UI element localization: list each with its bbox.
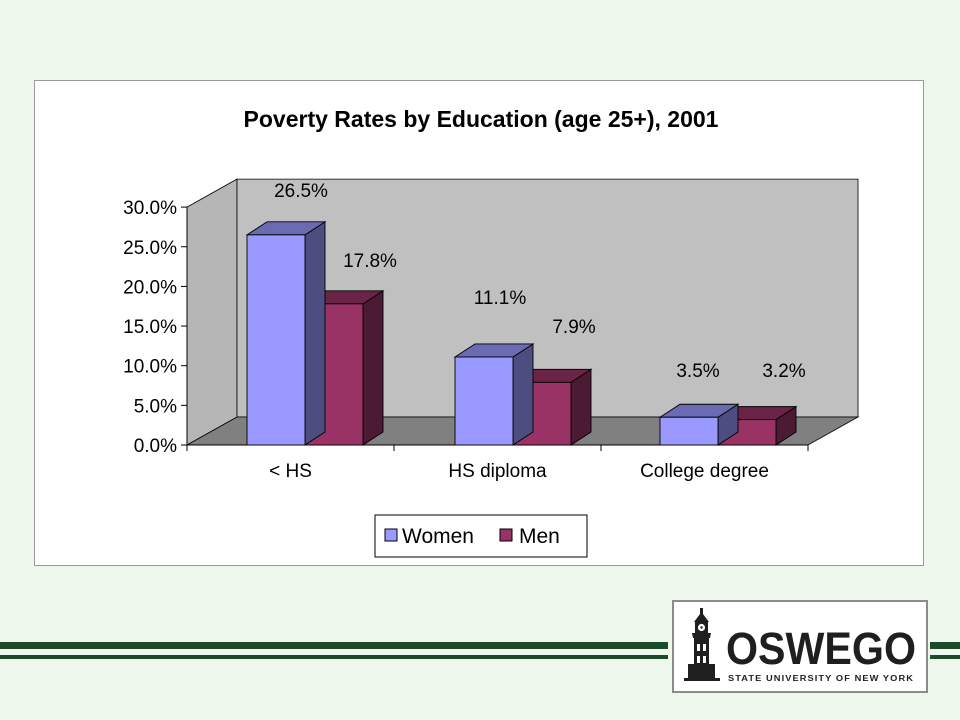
y-tick-label: 10.0% — [123, 357, 177, 378]
logo-subtitle: STATE UNIVERSITY OF NEW YORK — [728, 673, 914, 683]
category-label: College degree — [640, 461, 769, 482]
y-tick-label: 5.0% — [134, 396, 177, 417]
data-label: 11.1% — [474, 288, 527, 309]
bar-women — [246, 234, 306, 446]
y-tick-label: 25.0% — [123, 238, 177, 259]
y-tick-label: 0.0% — [134, 436, 177, 457]
footer-rule-top-right — [930, 642, 960, 649]
y-tick-label: 20.0% — [123, 277, 177, 298]
y-tick-label: 30.0% — [123, 198, 177, 219]
category-label: HS diploma — [448, 461, 547, 482]
clock-tower-icon — [684, 608, 720, 681]
data-label: 26.5% — [274, 181, 328, 202]
bar-women — [454, 356, 514, 446]
bar-side — [362, 290, 384, 446]
data-label: 17.8% — [343, 251, 397, 272]
legend-swatch — [384, 528, 398, 542]
footer-rule-bottom-right — [930, 655, 960, 659]
legend-label: Women — [402, 525, 474, 548]
legend-swatch — [499, 528, 513, 542]
data-label: 7.9% — [552, 317, 595, 338]
y-tick-label: 15.0% — [123, 317, 177, 338]
data-label: 3.5% — [676, 361, 719, 382]
bar-women — [659, 416, 719, 446]
footer-rule-bottom — [0, 655, 668, 659]
category-label: < HS — [269, 461, 312, 482]
logo-wordmark: OSWEGO — [726, 623, 916, 674]
oswego-logo: OSWEGO STATE UNIVERSITY OF NEW YORK — [672, 600, 928, 693]
footer-rule-top — [0, 642, 668, 649]
chart-frame: Poverty Rates by Education (age 25+), 20… — [34, 80, 924, 566]
chart-svg: Poverty Rates by Education (age 25+), 20… — [123, 106, 860, 558]
legend-label: Men — [519, 525, 560, 548]
data-label: 3.2% — [762, 361, 805, 382]
chart-title: Poverty Rates by Education (age 25+), 20… — [244, 106, 719, 132]
legend-box — [374, 514, 588, 558]
side-wall — [186, 178, 238, 446]
bar-side — [512, 343, 534, 446]
bar-side — [304, 221, 326, 446]
